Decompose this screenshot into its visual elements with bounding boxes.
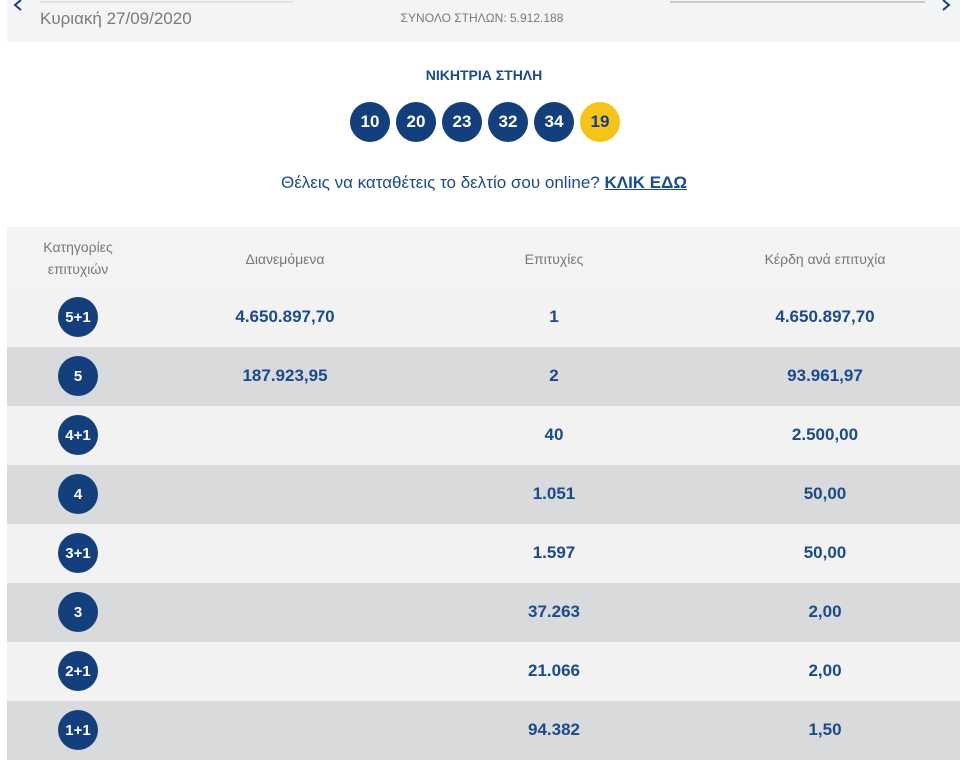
table-row (7, 288, 960, 347)
table-header (7, 227, 960, 288)
column-header: Διανεμόμενα (245, 251, 325, 267)
column-header: Κατηγορίες επιτυχιών (43, 239, 113, 277)
category-badge: 1+1 (58, 710, 98, 750)
cta-text: Θέλεις να καταθέτεις το δελτίο σου onlin… (281, 173, 600, 192)
category-badge: 3+1 (58, 533, 98, 573)
table-row (7, 524, 960, 583)
cell-prize: 93.961,97 (787, 366, 863, 385)
category-badge: 4+1 (58, 415, 98, 455)
category-badge: 4 (58, 474, 98, 514)
ball: 32 (488, 102, 528, 142)
draw-date: Κυριακή 27/09/2020 (40, 9, 192, 28)
cell-prize: 2.500,00 (791, 425, 859, 444)
cell-prize: 4.650.897,70 (775, 307, 875, 326)
category-badge: 2+1 (58, 651, 98, 691)
cell-distributed: 187.923,95 (242, 366, 328, 385)
cell-prize: 50,00 (803, 543, 847, 562)
cell-prize: 1,50 (808, 720, 842, 739)
column-header: Επιτυχίες (524, 251, 584, 267)
cell-prize: 50,00 (803, 484, 847, 503)
cta: Θέλεις να καταθέτεις το δελτίο σου onlin… (0, 173, 964, 193)
column-header: Κέρδη ανά επιτυχία (764, 251, 886, 267)
cell-distributed: 4.650.897,70 (235, 307, 335, 326)
category-badge: 5+1 (58, 297, 98, 337)
ball: 10 (350, 102, 390, 142)
cta-link[interactable]: ΚΛΙΚ ΕΔΩ (604, 173, 687, 192)
prev-arrow[interactable] (13, 0, 22, 11)
cell-winners: 1.051 (532, 484, 576, 503)
table-row (7, 701, 960, 760)
top-bar (7, 0, 960, 42)
cell-winners: 40 (544, 425, 564, 444)
bonus-ball: 19 (580, 102, 620, 142)
winning-title: ΝΙΚΗΤΡΙΑ ΣΤΗΛΗ (425, 67, 543, 83)
next-arrow[interactable] (942, 0, 951, 11)
cell-winners: 2 (549, 366, 559, 385)
table-row (7, 642, 960, 701)
cell-winners: 21.066 (528, 661, 580, 680)
total-columns: ΣΥΝΟΛΟ ΣΤΗΛΩΝ: 5.912.188 (400, 11, 564, 25)
ball: 34 (534, 102, 574, 142)
cell-winners: 94.382 (528, 720, 580, 739)
cell-prize: 2,00 (808, 602, 842, 621)
ball: 23 (442, 102, 482, 142)
table-row (7, 465, 960, 524)
cell-prize: 2,00 (808, 661, 842, 680)
cell-winners: 1.597 (532, 543, 576, 562)
category-badge: 5 (58, 356, 98, 396)
cell-winners: 1 (549, 307, 559, 326)
table-row (7, 583, 960, 642)
category-badge: 3 (58, 592, 98, 632)
cell-winners: 37.263 (528, 602, 580, 621)
ball: 20 (396, 102, 436, 142)
table-row (7, 406, 960, 465)
table-row (7, 347, 960, 406)
nav-decor (13, 0, 951, 11)
